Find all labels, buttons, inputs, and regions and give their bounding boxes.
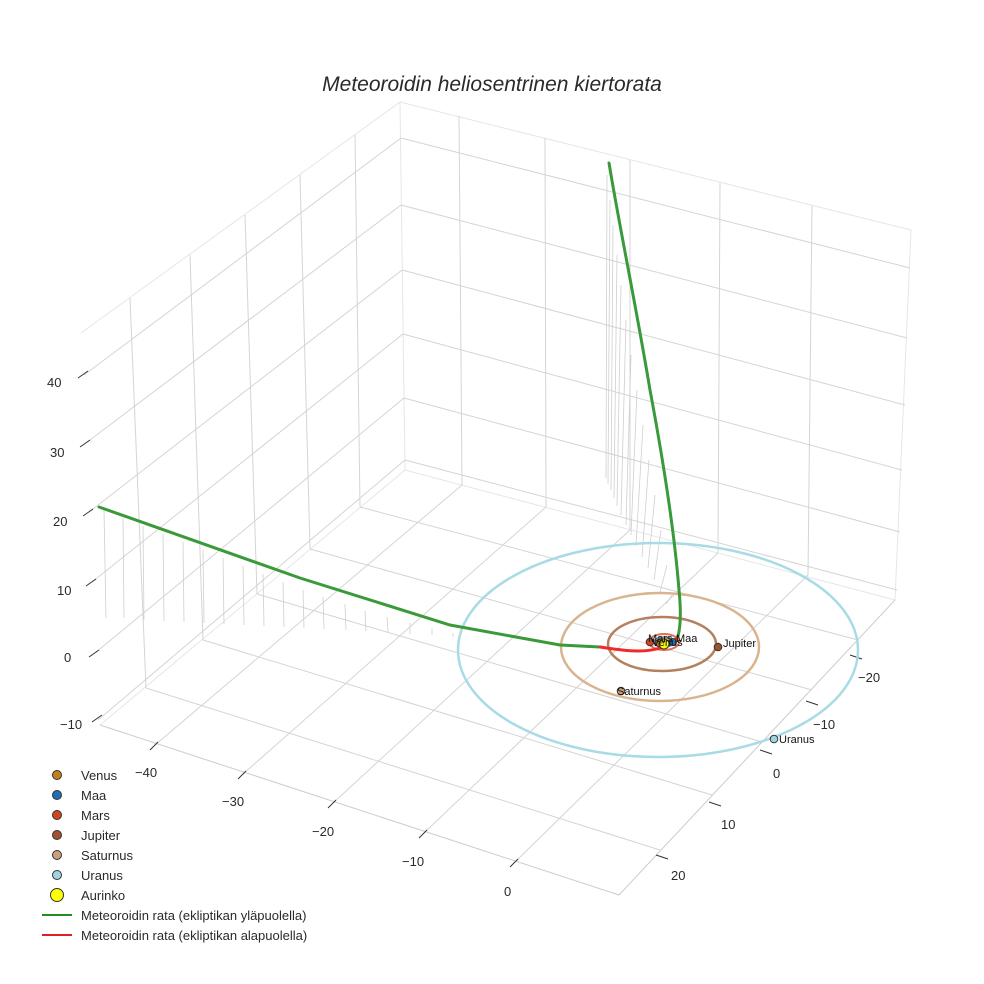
legend-label: Venus [81,767,118,783]
z-axis-labels: 40 30 20 10 0 −10 [47,375,82,732]
legend-label: Mars [81,807,110,823]
maa-legend-icon [52,790,62,800]
legend-item-uranus[interactable]: Uranus [38,865,307,885]
saturnus-orbit [559,591,761,703]
x-tick-neg40: −40 [135,765,157,780]
legend-item-saturnus[interactable]: Saturnus [38,845,307,865]
y-tick-10: 10 [721,817,735,832]
x-axis-labels: −40 −30 −20 −10 0 [135,765,511,899]
uranus-legend-icon [52,870,62,880]
legend-label: Aurinko [81,887,126,903]
legend: Venus Maa Mars Jupiter Saturnus Uranus A… [38,765,307,945]
jupiter-label: Jupiter [723,638,756,650]
z-tick-40: 40 [47,375,61,390]
x-tick-neg10: −10 [402,854,424,869]
legend-item-mars[interactable]: Mars [38,805,307,825]
uranus-label: Uranus [779,734,815,746]
z-tick-20: 20 [53,514,67,529]
legend-label: Saturnus [81,847,134,863]
legend-label: Jupiter [81,827,121,843]
maa-label: Maa [676,633,698,645]
y-tick-neg20: −20 [858,670,880,685]
y-tick-20: 20 [671,868,685,883]
venus-legend-icon [52,770,62,780]
orbits [456,541,860,759]
drop-lines [103,174,673,637]
legend-item-trajectory-below[interactable]: Meteoroidin rata (ekliptikan alapuolella… [38,925,307,945]
legend-item-trajectory-above[interactable]: Meteoroidin rata (ekliptikan yläpuolella… [38,905,307,925]
axis-ticks [77,370,863,868]
legend-item-maa[interactable]: Maa [38,785,307,805]
jupiter-legend-icon [52,830,62,840]
z-tick-0: 0 [64,650,71,665]
mars-marker [645,637,655,647]
mars-legend-icon [52,810,62,820]
planets [616,637,779,744]
z-tick-30: 30 [50,445,64,460]
grid [80,101,912,896]
legend-item-jupiter[interactable]: Jupiter [38,825,307,845]
green-line-icon [42,914,72,916]
legend-item-venus[interactable]: Venus [38,765,307,785]
y-tick-0: 0 [773,766,780,781]
aurinko-legend-icon [50,888,64,902]
z-tick-neg10: −10 [60,717,82,732]
saturnus-label: Saturnus [617,686,662,698]
uranus-marker [769,734,779,744]
z-tick-10: 10 [57,583,71,598]
y-axis-labels: −20 −10 0 10 20 [671,670,880,883]
x-tick-neg20: −20 [312,824,334,839]
red-line-icon [42,934,72,936]
trajectory-above-2 [607,161,682,638]
saturnus-legend-icon [52,850,62,860]
venus-label: Venus [652,637,683,649]
legend-label: Uranus [81,867,123,883]
trajectory-above-1 [97,505,602,649]
x-tick-0: 0 [504,884,511,899]
jupiter-marker [713,642,723,652]
saturnus-marker [616,686,626,696]
aurinko-marker [658,638,670,650]
legend-item-aurinko[interactable]: Aurinko [38,885,307,905]
mars-label: Mars [648,633,673,645]
x-tick-neg30: −30 [222,794,244,809]
maa-marker [669,638,677,646]
uranus-orbit [456,541,860,759]
legend-label: Maa [81,787,107,803]
planet-labels: Uranus Saturnus Jupiter Mars Venus Maa [617,633,815,746]
chart-title: Meteoroidin heliosentrinen kiertorata [322,73,662,96]
legend-label: Meteoroidin rata (ekliptikan yläpuolella… [81,907,307,923]
legend-label: Meteoroidin rata (ekliptikan alapuolella… [81,927,308,943]
y-tick-neg10: −10 [813,717,835,732]
